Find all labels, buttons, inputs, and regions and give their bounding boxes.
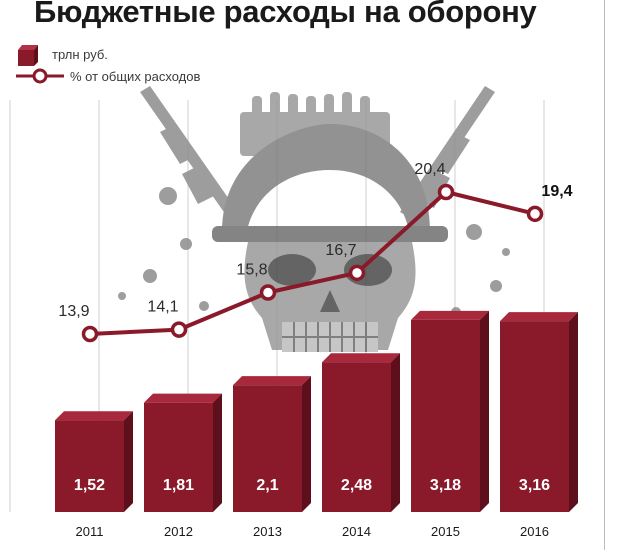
skull-illustration-icon [118, 86, 510, 352]
bar-face [411, 319, 480, 512]
bar-side [480, 310, 489, 512]
bar-face [500, 321, 569, 512]
line-point [170, 321, 188, 338]
bar-value-label: 1,81 [163, 477, 194, 494]
legend-bar-swatch-icon [18, 45, 38, 66]
bars-layer [55, 310, 578, 512]
bar-side [569, 312, 578, 512]
bar-face [55, 420, 124, 512]
line-point [81, 325, 99, 343]
bar-2013 [233, 376, 311, 512]
bar-side [391, 353, 400, 512]
legend-line-swatch-icon [16, 68, 64, 84]
bar-top [500, 312, 578, 322]
line-point [348, 264, 366, 282]
bar-value-label: 3,16 [519, 477, 550, 494]
line-value-label: 15,8 [236, 261, 267, 278]
line-value-label: 19,4 [541, 183, 572, 200]
line-value-label: 13,9 [58, 303, 89, 320]
line-value-label: 14,1 [147, 299, 178, 316]
legend-line: % от общих расходов [14, 66, 200, 86]
line-point [437, 183, 455, 201]
bar-2015 [411, 310, 489, 512]
chart-title: Бюджетные расходы на оборону [34, 0, 537, 29]
percent-line [89, 190, 536, 336]
legend-bars: трлн руб. [14, 42, 108, 66]
bar-value-label: 1,52 [74, 477, 105, 494]
line-value-label: 20,4 [414, 161, 445, 178]
bar-top [55, 411, 133, 421]
line-layer [81, 183, 544, 343]
bar-2011 [55, 411, 133, 512]
legend-line-label: % от общих расходов [70, 68, 201, 84]
bar-value-label: 2,48 [341, 477, 372, 494]
x-tick-label: 2013 [253, 524, 282, 539]
bar-side [302, 376, 311, 512]
bar-top [322, 353, 400, 363]
bar-2016 [500, 312, 578, 512]
legend-bars-label: трлн руб. [52, 46, 108, 62]
bar-top [144, 393, 222, 403]
bar-top [411, 310, 489, 320]
line-point [259, 284, 277, 301]
bar-value-label: 2,1 [256, 477, 278, 494]
x-tick-label: 2016 [520, 524, 549, 539]
bar-top [233, 376, 311, 386]
bar-side [213, 393, 222, 512]
bar-face [144, 402, 213, 512]
line-point [526, 205, 544, 223]
bar-2014 [322, 353, 400, 512]
bar-value-label: 3,18 [430, 477, 461, 494]
frame-line-right [604, 0, 605, 550]
bar-side [124, 411, 133, 512]
bar-face [322, 362, 391, 512]
x-tick-label: 2012 [164, 524, 193, 539]
x-tick-label: 2011 [76, 524, 104, 539]
x-tick-label: 2014 [342, 524, 371, 539]
line-value-label: 16,7 [325, 242, 356, 259]
bar-2012 [144, 393, 222, 512]
bar-face [233, 385, 302, 512]
x-tick-label: 2015 [431, 524, 460, 539]
labels-layer: 1,52 2011 1,81 2012 2,1 2013 2,48 2014 3,18 2015 3… [58, 161, 572, 539]
